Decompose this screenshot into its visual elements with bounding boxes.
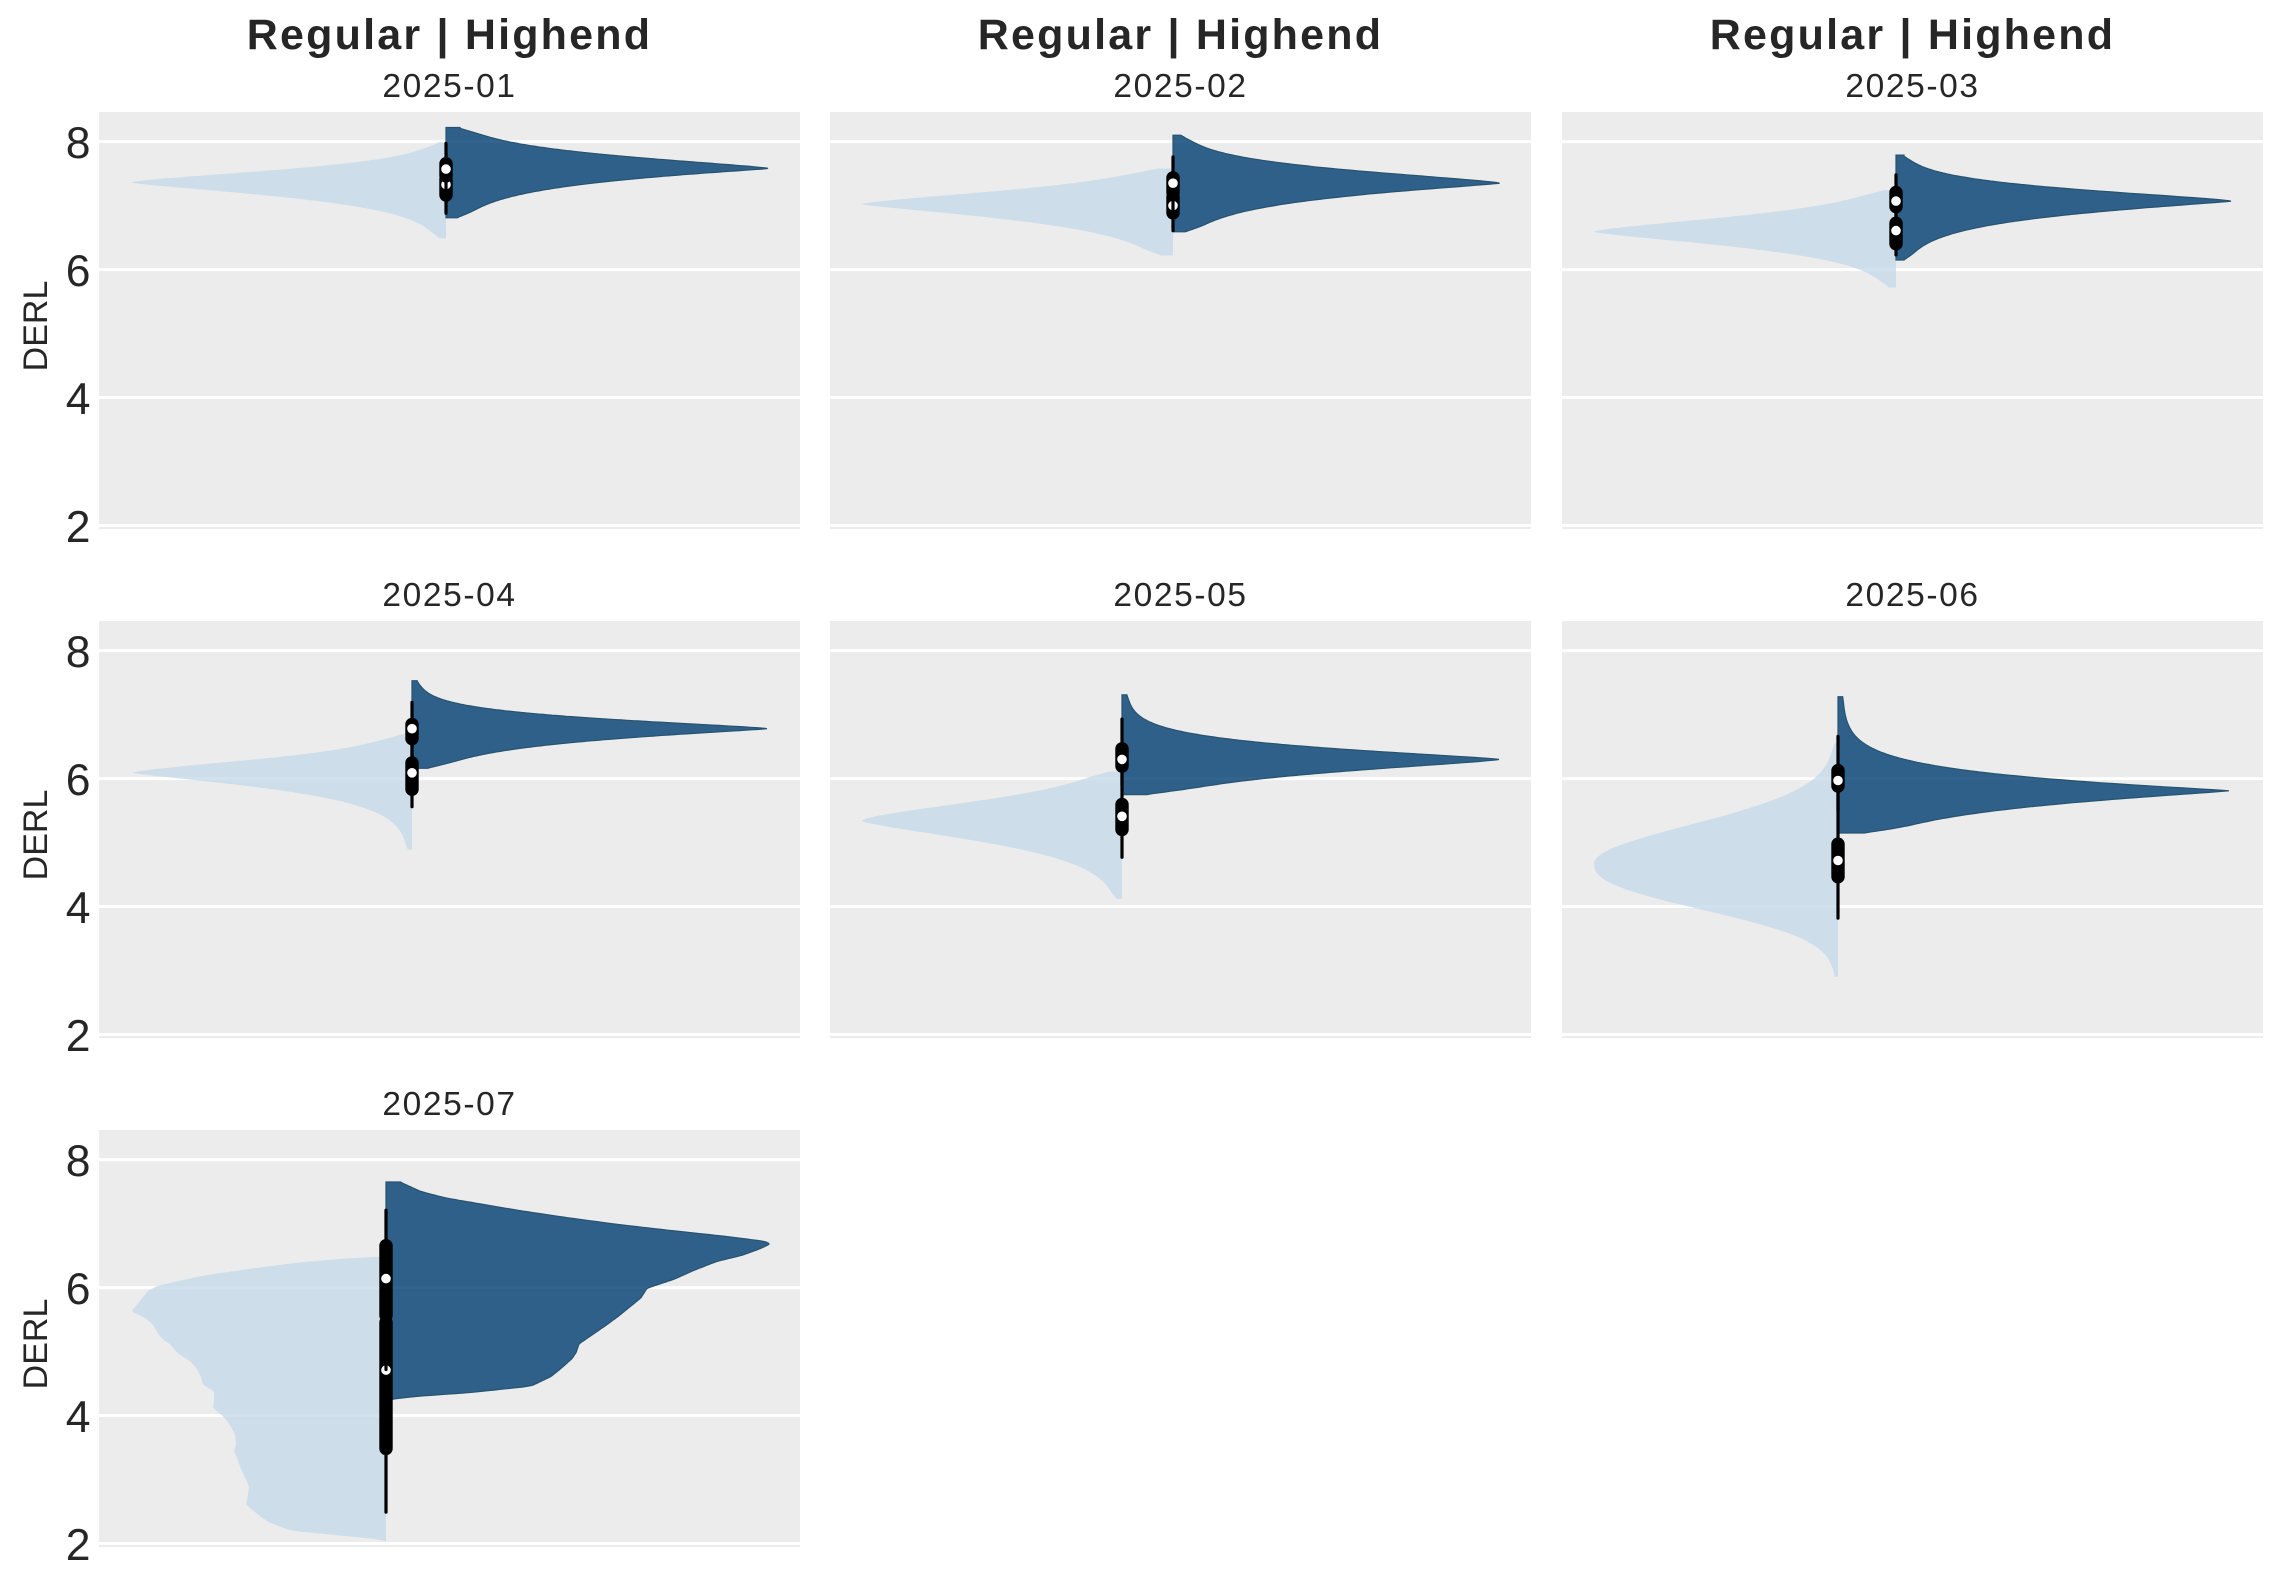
- svg-text:2025-01: 2025-01: [382, 68, 516, 105]
- svg-text:2: 2: [66, 1521, 91, 1570]
- svg-text:2025-04: 2025-04: [382, 577, 516, 614]
- svg-text:2025-07: 2025-07: [382, 1086, 516, 1123]
- svg-text:DERL: DERL: [17, 790, 55, 881]
- svg-text:2: 2: [66, 503, 91, 552]
- svg-text:DERL: DERL: [17, 1299, 55, 1390]
- svg-text:Regular | Highend: Regular | Highend: [978, 11, 1383, 59]
- svg-text:DERL: DERL: [17, 281, 55, 372]
- svg-text:Regular | Highend: Regular | Highend: [1710, 11, 2115, 59]
- svg-text:4: 4: [66, 884, 91, 933]
- svg-text:8: 8: [66, 1137, 91, 1186]
- svg-text:8: 8: [66, 628, 91, 677]
- svg-text:6: 6: [66, 756, 91, 805]
- svg-text:2: 2: [66, 1012, 91, 1061]
- svg-text:4: 4: [66, 375, 91, 424]
- svg-text:6: 6: [66, 247, 91, 296]
- svg-text:8: 8: [66, 119, 91, 168]
- svg-text:2025-05: 2025-05: [1113, 577, 1247, 614]
- svg-text:6: 6: [66, 1265, 91, 1314]
- svg-text:2025-02: 2025-02: [1113, 68, 1247, 105]
- svg-text:2025-06: 2025-06: [1845, 577, 1979, 614]
- svg-text:4: 4: [66, 1393, 91, 1442]
- svg-text:2025-03: 2025-03: [1845, 68, 1979, 105]
- svg-text:Regular | Highend: Regular | Highend: [247, 11, 652, 59]
